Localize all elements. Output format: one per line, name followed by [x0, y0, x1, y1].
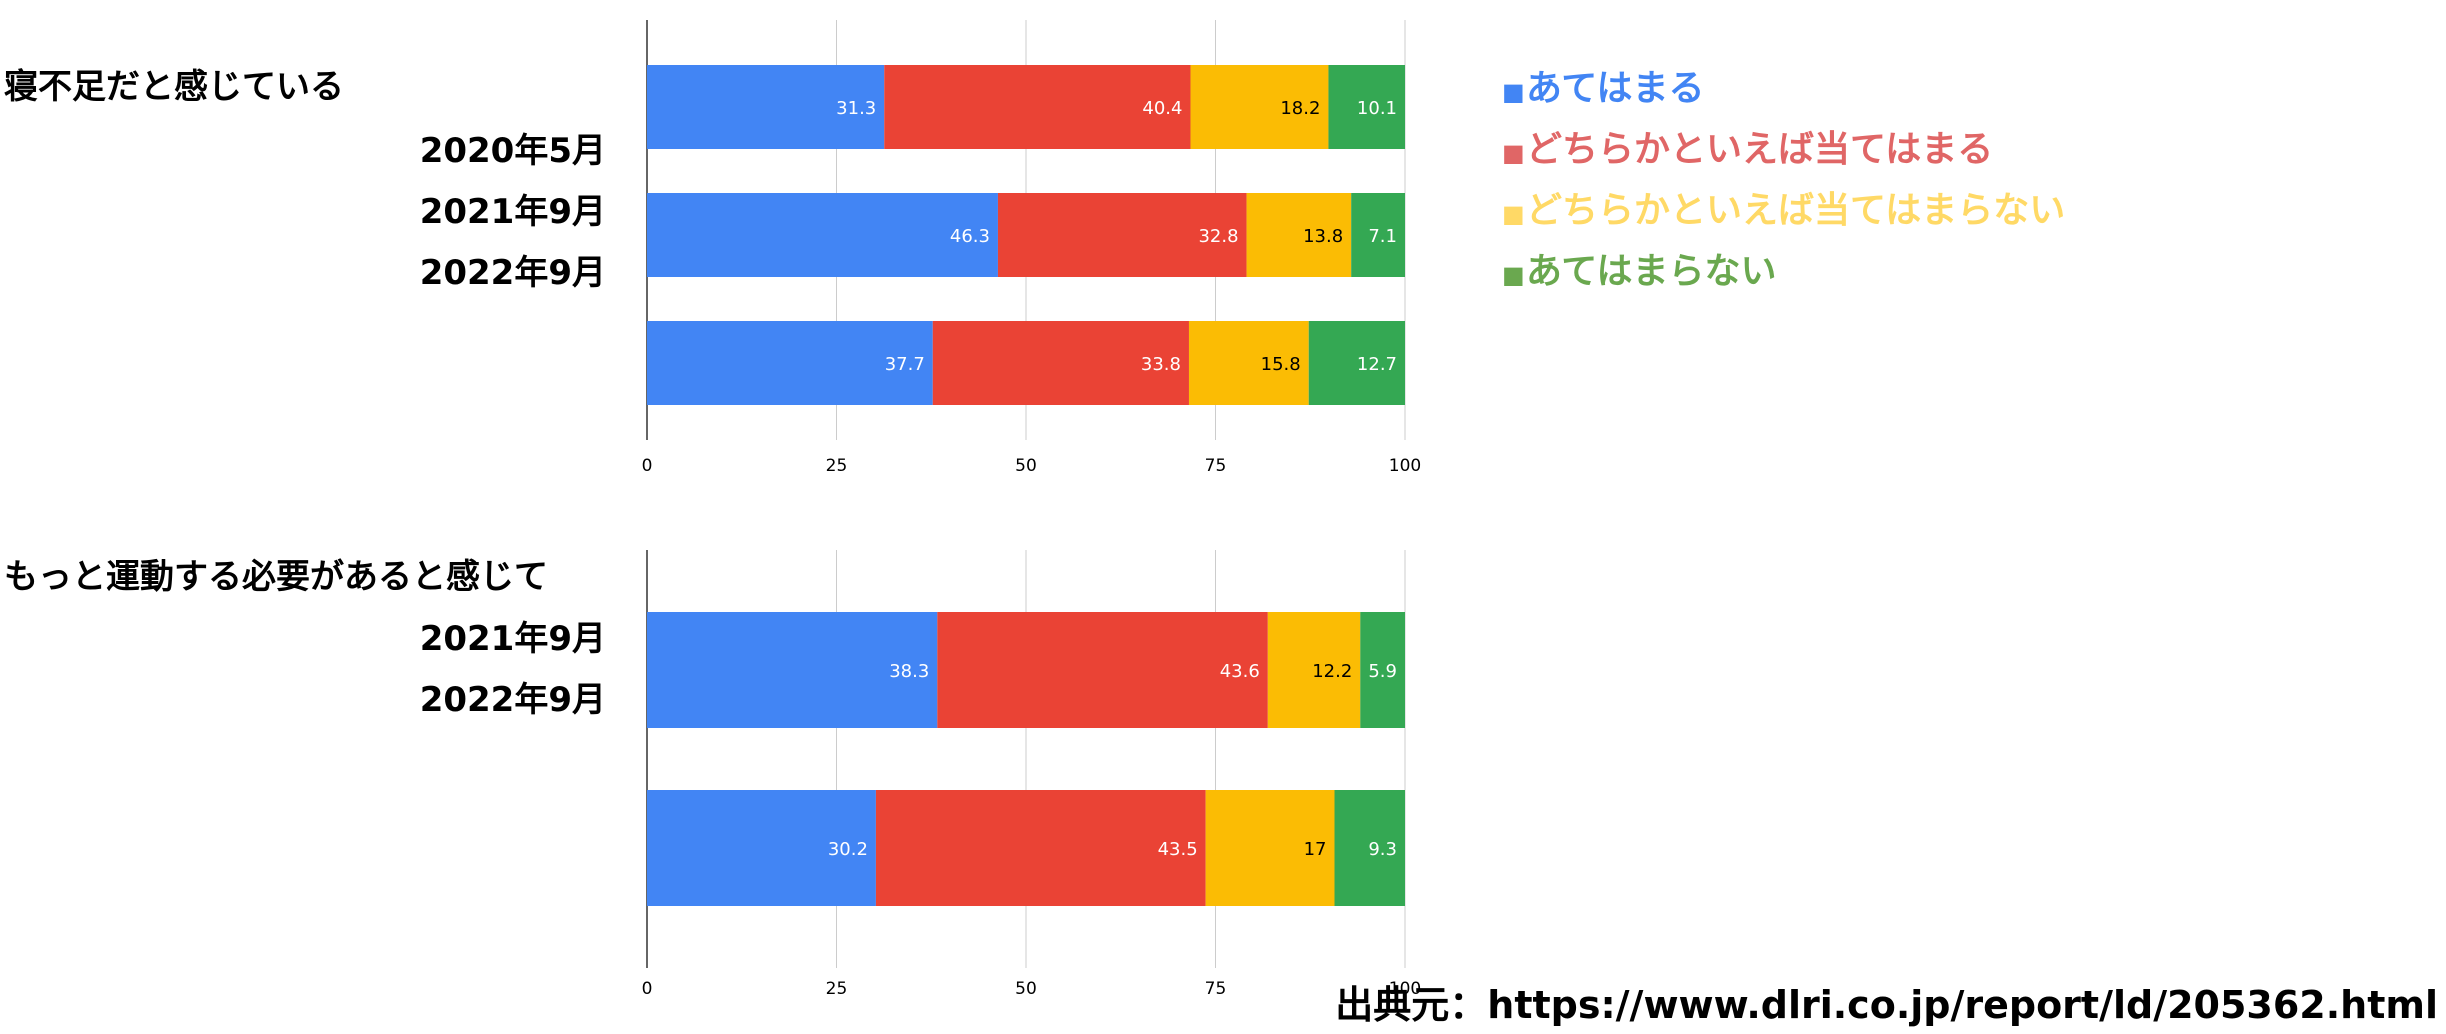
legend-entry: ■ どちらかといえば当てはまる — [1502, 129, 1993, 170]
bar-segment — [1334, 790, 1405, 906]
data-label: 7.1 — [1368, 226, 1397, 247]
x-tick-label: 0 — [642, 979, 653, 999]
legend-marker: ■ — [1502, 200, 1525, 228]
bar-segment — [1360, 612, 1405, 728]
bar-segment — [647, 65, 885, 149]
bar-segment — [1308, 321, 1405, 405]
bar-segment — [1351, 193, 1405, 277]
x-tick-label: 75 — [1205, 979, 1227, 999]
bar-segment — [647, 790, 876, 906]
legend: ■ あてはまる ■ どちらかといえば当てはまる ■ どちらかといえば当てはまらな… — [1502, 68, 2065, 292]
x-tick-label: 0 — [642, 456, 653, 476]
x-tick-label: 100 — [1389, 979, 1421, 999]
bar-segment — [647, 321, 933, 405]
category-label: 2022年9月 — [420, 680, 606, 720]
data-label: 40.4 — [1142, 98, 1182, 119]
data-label: 43.6 — [1220, 661, 1260, 682]
chart-title: もっと運動する必要があると感じて — [4, 557, 548, 597]
bar-segment — [937, 612, 1268, 728]
category-label: 2021年9月 — [420, 619, 606, 659]
bar-segment — [1190, 65, 1329, 149]
source-citation: 出典元：https://www.dlri.co.jp/report/ld/205… — [1335, 983, 2438, 1027]
data-label: 38.3 — [889, 661, 929, 682]
x-tick-label: 50 — [1015, 979, 1037, 999]
data-label: 15.8 — [1261, 354, 1301, 375]
x-tick-label: 50 — [1015, 456, 1037, 476]
sleep-deprivation-chart: 寝不足だと感じている 2020年5月 2021年9月 2022年9月 0 25 50… — [4, 20, 1421, 476]
data-label: 10.1 — [1357, 98, 1397, 119]
category-label: 2022年9月 — [420, 253, 606, 293]
bar-segment — [1205, 790, 1335, 906]
data-label: 5.9 — [1368, 661, 1397, 682]
data-label: 33.8 — [1141, 354, 1181, 375]
data-label: 12.7 — [1357, 354, 1397, 375]
data-label: 43.5 — [1158, 839, 1198, 860]
legend-label: あてはまる — [1526, 68, 1705, 109]
chart-title: 寝不足だと感じている — [4, 67, 344, 107]
data-label: 46.3 — [950, 226, 990, 247]
bar-segment — [1328, 65, 1405, 149]
legend-label: どちらかといえば当てはまらない — [1526, 190, 2065, 231]
legend-label: あてはまらない — [1526, 251, 1777, 292]
category-label: 2021年9月 — [420, 192, 606, 232]
category-label: 2020年5月 — [420, 131, 606, 171]
bar-segment — [875, 790, 1206, 906]
bar-segment — [1246, 193, 1352, 277]
bar-segment — [997, 193, 1247, 277]
bar-segment — [1267, 612, 1361, 728]
legend-marker: ■ — [1502, 261, 1525, 289]
data-label: 9.3 — [1368, 839, 1397, 860]
legend-marker: ■ — [1502, 139, 1525, 167]
x-tick-label: 25 — [826, 979, 848, 999]
legend-entry: ■ あてはまらない — [1502, 251, 1777, 292]
x-tick-label: 75 — [1205, 456, 1227, 476]
bar-segment — [884, 65, 1191, 149]
legend-label: どちらかといえば当てはまる — [1526, 129, 1993, 170]
data-label: 12.2 — [1312, 661, 1352, 682]
x-tick-label: 25 — [826, 456, 848, 476]
data-label: 13.8 — [1303, 226, 1343, 247]
legend-entry: ■ どちらかといえば当てはまらない — [1502, 190, 2065, 231]
bar-segment — [1188, 321, 1309, 405]
data-label: 17 — [1304, 839, 1327, 860]
data-label: 18.2 — [1280, 98, 1320, 119]
exercise-need-chart: もっと運動する必要があると感じて 2021年9月 2022年9月 0 25 50 75… — [4, 550, 1421, 999]
data-label: 32.8 — [1198, 226, 1238, 247]
bar-segment — [647, 193, 998, 277]
bar-segment — [647, 612, 938, 728]
data-label: 30.2 — [828, 839, 868, 860]
bar-segment — [932, 321, 1189, 405]
legend-entry: ■ あてはまる — [1502, 68, 1705, 109]
x-tick-label: 100 — [1389, 456, 1421, 476]
data-label: 31.3 — [836, 98, 876, 119]
legend-marker: ■ — [1502, 78, 1525, 106]
data-label: 37.7 — [885, 354, 925, 375]
